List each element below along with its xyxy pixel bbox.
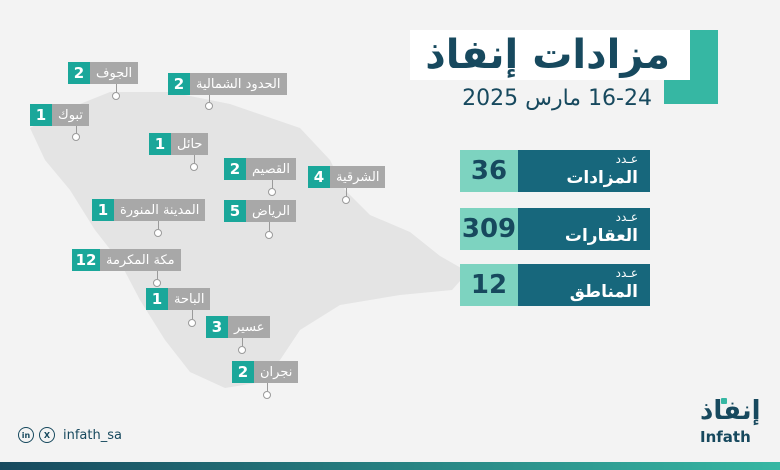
region-pin bbox=[265, 231, 273, 239]
stat-label: العقارات bbox=[564, 226, 638, 246]
region-pin bbox=[112, 92, 120, 100]
stat-number: 12 bbox=[460, 264, 518, 306]
region-name: القصيم bbox=[246, 158, 296, 180]
region-name: تبوك bbox=[52, 104, 89, 126]
region-pin bbox=[190, 163, 198, 171]
social-links: in X infath_sa bbox=[18, 427, 122, 443]
bottom-gradient-bar bbox=[0, 462, 780, 470]
region-name: الرياض bbox=[246, 200, 297, 222]
region-label-najran: 2 نجران bbox=[232, 361, 299, 383]
region-count: 2 bbox=[68, 62, 90, 84]
social-handle[interactable]: infath_sa bbox=[63, 427, 122, 443]
linkedin-icon[interactable]: in bbox=[18, 427, 34, 443]
stat-label-line1: عـدد bbox=[615, 266, 638, 280]
region-count: 12 bbox=[72, 249, 100, 271]
stat-number: 309 bbox=[460, 208, 518, 250]
stat-label-line1: عـدد bbox=[615, 210, 638, 224]
stat-label: المناطق bbox=[569, 282, 638, 302]
region-label-jouf: 2 الجوف bbox=[68, 62, 139, 84]
region-count: 1 bbox=[149, 133, 171, 155]
region-label-madinah: 1 المدينة المنورة bbox=[92, 199, 206, 221]
region-count: 5 bbox=[224, 200, 246, 222]
region-name: عسير bbox=[228, 316, 271, 338]
stat-number: 36 bbox=[460, 150, 518, 192]
region-label-makkah: 12 مكة المكرمة bbox=[72, 249, 181, 271]
region-label-eastern: 4 الشرقية bbox=[308, 166, 386, 188]
region-label-riyadh: 5 الرياض bbox=[224, 200, 297, 222]
region-name: المدينة المنورة bbox=[114, 199, 206, 221]
region-name: الجوف bbox=[90, 62, 139, 84]
region-name: الشرقية bbox=[330, 166, 386, 188]
region-pin bbox=[263, 391, 271, 399]
region-label-hail: 1 حائل bbox=[149, 133, 209, 155]
date-range: 16-24 مارس 2025 bbox=[462, 86, 652, 111]
region-name: الباحة bbox=[168, 288, 211, 310]
stat-regions: 12 عـدد المناطق bbox=[460, 264, 650, 306]
logo-arabic: إنفاذ bbox=[700, 396, 761, 426]
region-name: الحدود الشمالية bbox=[190, 73, 287, 95]
region-name: حائل bbox=[171, 133, 209, 155]
region-pin bbox=[153, 279, 161, 287]
region-count: 1 bbox=[146, 288, 168, 310]
region-count: 4 bbox=[308, 166, 330, 188]
region-name: نجران bbox=[254, 361, 299, 383]
x-icon[interactable]: X bbox=[39, 427, 55, 443]
region-pin bbox=[342, 196, 350, 204]
region-count: 2 bbox=[168, 73, 190, 95]
region-count: 3 bbox=[206, 316, 228, 338]
page-title: مزادات إنفاذ bbox=[425, 32, 670, 78]
region-count: 1 bbox=[92, 199, 114, 221]
region-label-baha: 1 الباحة bbox=[146, 288, 211, 310]
region-pin bbox=[268, 188, 276, 196]
region-pin bbox=[72, 133, 80, 141]
region-name: مكة المكرمة bbox=[100, 249, 181, 271]
region-count: 2 bbox=[224, 158, 246, 180]
title-box bbox=[410, 30, 690, 80]
stat-label: المزادات bbox=[566, 168, 638, 188]
stat-label-line1: عـدد bbox=[615, 152, 638, 166]
logo-english: Infath bbox=[700, 428, 751, 446]
region-count: 1 bbox=[30, 104, 52, 126]
region-label-tabuk: 1 تبوك bbox=[30, 104, 89, 126]
stat-properties: 309 عـدد العقارات bbox=[460, 208, 650, 250]
region-label-qassim: 2 القصيم bbox=[224, 158, 296, 180]
stat-auctions: 36 عـدد المزادات bbox=[460, 150, 650, 192]
logo-accent-dot bbox=[721, 398, 727, 404]
region-pin bbox=[188, 319, 196, 327]
region-label-asir: 3 عسير bbox=[206, 316, 271, 338]
region-pin bbox=[154, 229, 162, 237]
region-pin bbox=[238, 346, 246, 354]
region-label-northern-borders: 2 الحدود الشمالية bbox=[168, 73, 287, 95]
region-count: 2 bbox=[232, 361, 254, 383]
region-pin bbox=[205, 102, 213, 110]
